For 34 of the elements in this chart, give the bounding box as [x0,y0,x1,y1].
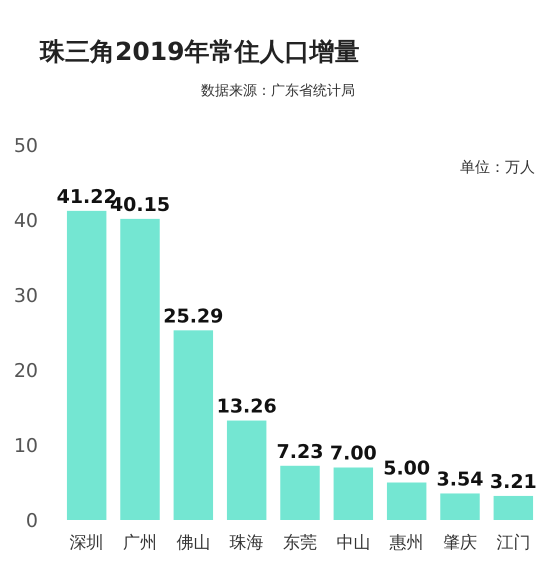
y-tick-label: 50 [14,135,38,157]
bar [494,496,534,520]
x-tick-label: 惠州 [388,533,424,553]
bar [120,218,160,520]
y-tick-label: 20 [14,360,38,382]
data-label: 5.00 [383,458,430,480]
x-tick-label: 珠海 [230,533,264,553]
data-label: 3.54 [436,468,484,490]
x-tick-label: 东莞 [283,533,317,553]
data-label: 7.00 [330,442,377,464]
data-label: 3.21 [490,470,537,493]
x-tick-label: 江门 [496,533,530,553]
data-label: 25.29 [163,305,224,328]
y-tick-label: 30 [14,285,38,307]
y-tick-label: 0 [26,510,38,532]
y-tick-label: 10 [14,435,38,457]
y-tick-label: 40 [14,210,38,232]
bar [280,466,320,520]
data-label: 13.26 [216,396,277,418]
bar [66,210,106,520]
x-tick-label: 肇庆 [443,533,477,553]
x-tick-label: 广州 [123,533,157,553]
chart-title: 珠三角2019年常住人口增量 [39,37,360,66]
annotation: 单位：万人 [460,158,535,176]
bar [386,482,426,520]
x-tick-label: 深圳 [70,533,104,553]
bar [334,468,374,520]
x-tick-label: 佛山 [176,533,210,553]
x-tick-label: 中山 [336,533,370,553]
bar [174,330,214,520]
source-note: 数据来源：广东省统计局 [201,83,355,99]
bar [440,493,480,520]
data-label: 7.23 [276,440,324,463]
bar [226,420,266,520]
